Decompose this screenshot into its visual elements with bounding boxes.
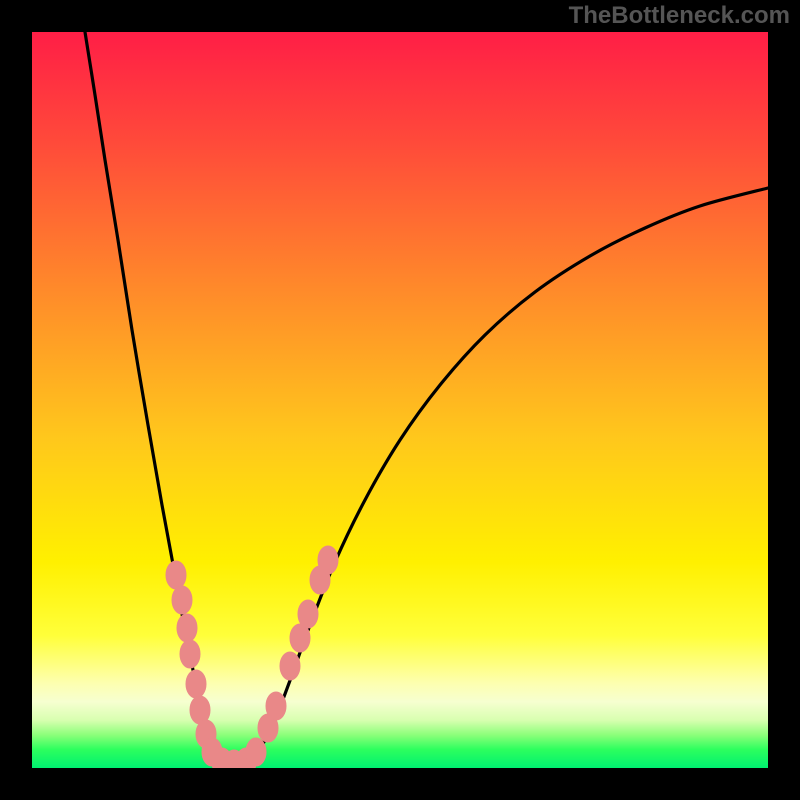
stage: TheBottleneck.com (0, 0, 800, 800)
marker-pill (246, 738, 266, 766)
chart-svg (0, 0, 800, 800)
marker-pill (280, 652, 300, 680)
marker-pill (177, 614, 197, 642)
marker-pill (166, 561, 186, 589)
marker-pill (186, 670, 206, 698)
marker-pill (180, 640, 200, 668)
plot-area (32, 32, 768, 768)
marker-pill (298, 600, 318, 628)
marker-pill (266, 692, 286, 720)
watermark-label: TheBottleneck.com (569, 2, 790, 30)
marker-pill (318, 546, 338, 574)
marker-pill (172, 586, 192, 614)
marker-group (166, 546, 338, 778)
